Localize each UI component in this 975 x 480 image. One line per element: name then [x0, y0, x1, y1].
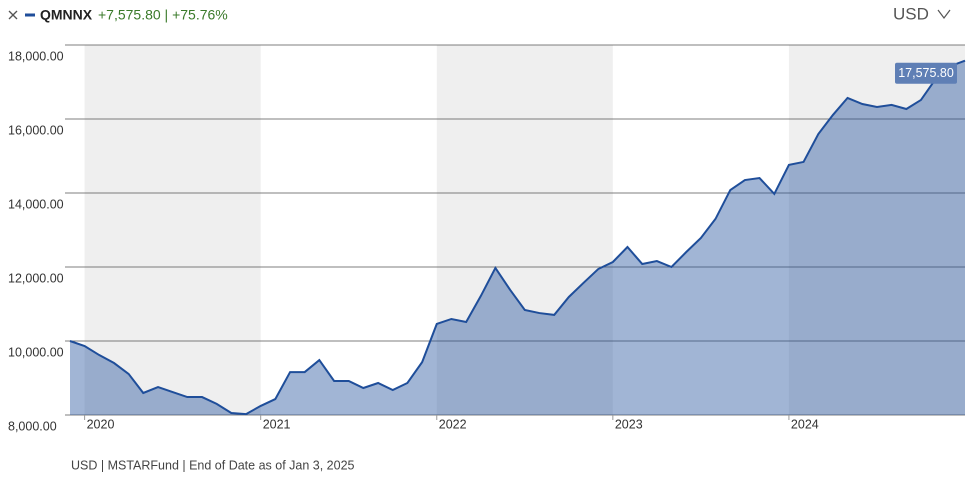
year-band	[84, 45, 261, 415]
value-label-box	[895, 62, 957, 84]
line	[69, 59, 966, 416]
dropdown-icon[interactable]	[937, 9, 951, 19]
x-tick-label: 2020	[87, 417, 115, 431]
footer: USD | MSTARFund | End of Date as of Jan …	[71, 458, 355, 472]
x-tick-label: 2023	[615, 417, 643, 431]
area	[70, 60, 965, 415]
x-tick-label: 2024	[791, 417, 819, 431]
y-tick-label: 12,000.00	[8, 271, 64, 285]
value-label: 17,575.80	[898, 66, 954, 80]
year-band	[436, 45, 613, 415]
x-tick-label: 2021	[263, 417, 291, 431]
y-tick-label: 10,000.00	[8, 345, 64, 359]
y-tick-label: 16,000.00	[8, 123, 64, 137]
y-tick-label: 8,000.00	[8, 419, 57, 433]
close-icon[interactable]	[8, 10, 18, 20]
y-tick-label: 18,000.00	[8, 49, 64, 63]
currency-select[interactable]: USD	[893, 4, 929, 23]
x-tick-label: 2022	[439, 417, 467, 431]
y-tick-label: 14,000.00	[8, 197, 64, 211]
change-text: +7,575.80 | +75.76%	[98, 7, 228, 23]
legend-label: QMNNX	[40, 7, 93, 23]
